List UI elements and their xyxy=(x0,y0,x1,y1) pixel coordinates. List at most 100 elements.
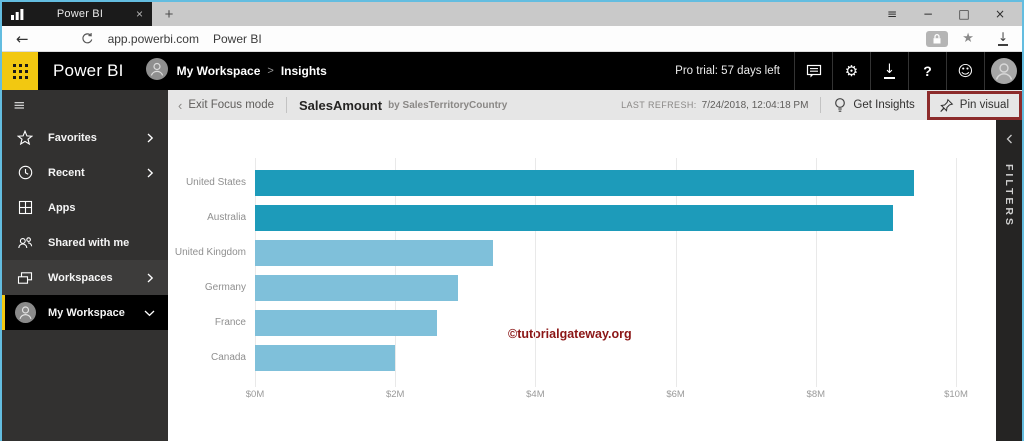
gridline xyxy=(255,158,256,387)
sidebar-item-label: Workspaces xyxy=(48,271,113,284)
settings-gear-icon[interactable]: ⚙ xyxy=(832,52,870,90)
breadcrumb: My Workspace > Insights xyxy=(177,64,327,78)
breadcrumb-separator: > xyxy=(267,65,274,77)
breadcrumb-workspace[interactable]: My Workspace xyxy=(176,64,261,78)
sidebar-item-apps[interactable]: Apps xyxy=(2,190,168,225)
get-insights-button[interactable]: Get Insights xyxy=(833,97,915,114)
bar-united-kingdom[interactable] xyxy=(255,240,494,266)
sidebar-item-shared-with-me[interactable]: Shared with me xyxy=(2,225,168,260)
sidebar-item-label: My Workspace xyxy=(48,306,125,319)
star-icon xyxy=(14,130,36,145)
people-icon xyxy=(14,236,36,250)
sidebar-item-my-workspace[interactable]: My Workspace xyxy=(2,295,168,330)
window-minimize-button[interactable]: − xyxy=(922,7,934,21)
page-title-text: Power BI xyxy=(212,31,262,46)
browser-tab-bar: Power BI × + ≡ − □ × xyxy=(2,2,1022,26)
sidebar-hamburger-icon[interactable]: ≡ xyxy=(13,96,26,114)
sidebar-item-favorites[interactable]: Favorites xyxy=(2,120,168,155)
exit-focus-mode-button[interactable]: ‹ Exit Focus mode xyxy=(178,98,274,113)
app-launcher-waffle-icon[interactable] xyxy=(2,52,38,90)
visual-subtitle: by SalesTerritoryCountry xyxy=(388,99,508,111)
focus-mode-toolbar: ‹ Exit Focus mode SalesAmount by SalesTe… xyxy=(168,90,1022,120)
back-button-icon[interactable]: ← xyxy=(16,29,29,48)
window-maximize-button[interactable]: □ xyxy=(958,7,970,21)
y-axis-category-label: United Kingdom xyxy=(174,247,246,258)
tab-close-icon[interactable]: × xyxy=(135,7,143,21)
window-controls: ≡ − □ × xyxy=(874,2,1022,26)
bar-australia[interactable] xyxy=(255,205,893,231)
help-icon[interactable]: ? xyxy=(908,52,946,90)
filters-panel-collapsed[interactable]: FILTERS xyxy=(996,120,1022,441)
gridline xyxy=(535,158,537,387)
bar-germany[interactable] xyxy=(255,275,459,301)
gridline xyxy=(675,158,677,387)
x-axis-tick-label: $4M xyxy=(526,389,545,400)
browser-menu-icon[interactable]: ≡ xyxy=(886,7,898,21)
avatar-icon xyxy=(14,302,36,323)
last-refresh-value: 7/24/2018, 12:04:18 PM xyxy=(701,99,809,111)
x-axis-tick-label: $6M xyxy=(666,389,685,400)
tab-title: Power BI xyxy=(56,8,104,20)
sidebar-item-label: Shared with me xyxy=(48,236,130,249)
y-axis-category-label: France xyxy=(214,317,246,328)
get-insights-label: Get Insights xyxy=(853,99,915,111)
sidebar: ≡ Favorites Recent Apps Shared with me Works… xyxy=(2,90,168,441)
chevron-down-icon xyxy=(144,308,155,318)
gridline xyxy=(395,158,397,387)
chevron-right-icon xyxy=(145,133,155,143)
smiley-feedback-icon[interactable]: ☺ xyxy=(946,52,984,90)
site-lock-icon[interactable] xyxy=(926,30,949,47)
x-axis-tick-label: $10M xyxy=(944,389,968,400)
profile-avatar[interactable] xyxy=(984,52,1022,90)
pin-visual-button[interactable]: Pin visual xyxy=(926,90,1022,120)
chevron-expand-icon[interactable] xyxy=(1005,134,1014,144)
chevron-right-icon xyxy=(145,168,155,178)
gridline xyxy=(956,158,957,387)
new-tab-button[interactable]: + xyxy=(164,5,174,23)
sidebar-item-recent[interactable]: Recent xyxy=(2,155,168,190)
refresh-icon[interactable] xyxy=(81,32,94,45)
clock-icon xyxy=(14,165,36,180)
bar-canada[interactable] xyxy=(255,345,396,371)
toolbar-divider xyxy=(286,97,287,113)
notifications-feedback-bubble-icon[interactable] xyxy=(794,52,832,90)
y-axis-category-label: Canada xyxy=(210,352,246,363)
sidebar-item-label: Favorites xyxy=(48,131,97,144)
address-bar: ← app.powerbi.com Power BI ★ ↓ xyxy=(2,26,1022,52)
powerbi-logo-icon xyxy=(11,8,24,20)
bar-france[interactable] xyxy=(255,310,438,336)
bookmark-star-icon[interactable]: ★ xyxy=(962,31,974,46)
sidebar-item-workspaces[interactable]: Workspaces xyxy=(2,260,168,295)
sidebar-item-label: Apps xyxy=(48,201,76,214)
x-axis-tick-label: $2M xyxy=(385,389,405,400)
pushpin-icon xyxy=(939,98,954,113)
window-close-button[interactable]: × xyxy=(994,7,1006,21)
browser-tab[interactable]: Power BI × xyxy=(2,2,152,26)
bar-united-states[interactable] xyxy=(255,170,914,196)
last-refresh-label: LAST REFRESH: xyxy=(621,100,697,110)
watermark-text: ©tutorialgateway.org xyxy=(508,327,632,341)
download-icon[interactable]: ↓ xyxy=(870,52,908,90)
apps-icon xyxy=(14,200,36,215)
toolbar-divider xyxy=(820,97,822,113)
workspaces-icon xyxy=(14,271,36,285)
pin-visual-label: Pin visual xyxy=(959,99,1009,111)
url-text[interactable]: app.powerbi.com xyxy=(107,31,199,46)
visual-title: SalesAmount xyxy=(299,97,383,113)
lightbulb-icon xyxy=(833,97,847,114)
browser-download-icon[interactable]: ↓ xyxy=(997,30,1008,46)
y-axis-category-label: United States xyxy=(185,177,246,188)
brand-title[interactable]: Power BI xyxy=(53,61,124,80)
filters-panel-label: FILTERS xyxy=(1003,164,1015,228)
app-header: Power BI My Workspace > Insights Pro tri… xyxy=(2,52,1022,90)
y-axis-category-label: Australia xyxy=(207,212,246,223)
bar-chart-canvas[interactable]: ©tutorialgateway.org $0M $2M $4M $6M $8M $10M… xyxy=(168,120,996,441)
workspace-avatar xyxy=(145,57,168,85)
x-axis-tick-label: $8M xyxy=(806,389,826,400)
sidebar-item-label: Recent xyxy=(48,166,85,179)
breadcrumb-page[interactable]: Insights xyxy=(280,64,327,78)
y-axis-category-label: Germany xyxy=(204,282,246,293)
pro-trial-badge: Pro trial: 57 days left xyxy=(675,65,780,77)
chevron-right-icon xyxy=(145,273,155,283)
